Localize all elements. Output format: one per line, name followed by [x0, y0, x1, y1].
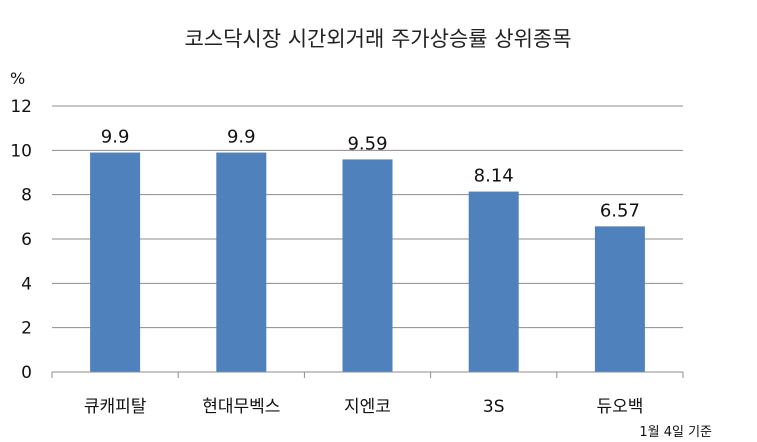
data-label: 9.59	[347, 133, 387, 154]
y-tick-label: 12	[10, 97, 32, 117]
data-label: 9.9	[227, 127, 256, 148]
x-tick-label: 현대무벡스	[202, 397, 280, 417]
y-tick-label: 8	[21, 186, 32, 206]
data-label: 8.14	[474, 166, 514, 187]
bar	[594, 226, 645, 372]
y-tick-label: 6	[21, 230, 32, 250]
x-tick-label: 지엔코	[344, 397, 391, 417]
y-tick-label: 10	[10, 141, 32, 161]
bar	[216, 152, 267, 372]
data-labels: 9.9 9.9 9.59 8.14 6.57	[101, 127, 640, 222]
x-tick-label: 3S	[483, 397, 505, 417]
y-tick-label: 2	[21, 319, 32, 339]
x-tick-label: 큐캐피탈	[84, 397, 147, 417]
y-tick-label: 4	[21, 274, 32, 294]
x-axis-category-labels: 큐캐피탈 현대무벡스 지엔코 3S 듀오백	[84, 397, 644, 417]
data-label: 9.9	[101, 127, 130, 148]
chart-title: 코스닥시장 시간외거래 주가상승률 상위종목	[184, 27, 571, 51]
bars	[90, 152, 645, 372]
footnote: 1월 4일 기준	[639, 425, 712, 440]
bar	[342, 159, 393, 372]
y-axis-ticks: 0 2 4 6 8 10 12	[10, 97, 32, 383]
x-tick-label: 듀오백	[596, 397, 643, 417]
y-tick-label: 0	[21, 363, 32, 383]
bar	[90, 152, 141, 372]
x-axis	[51, 371, 684, 378]
data-label: 6.57	[600, 200, 640, 221]
bar	[468, 191, 519, 372]
y-axis-unit-label: %	[10, 69, 25, 88]
